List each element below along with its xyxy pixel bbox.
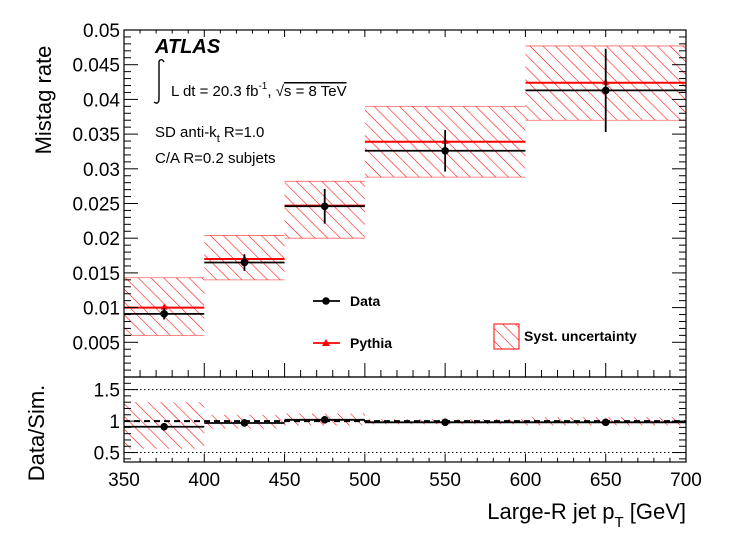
sqrt-s-text: s = 8 TeV bbox=[284, 83, 347, 100]
main-ytick-label-7: 0.04 bbox=[83, 90, 120, 111]
x-axis-title: Large-R jet pT [GeV] bbox=[487, 499, 686, 531]
xtick-label-0: 350 bbox=[108, 470, 140, 491]
lumi-label: L dt = 20.3 fb-1, √s = 8 TeV bbox=[153, 59, 347, 104]
jet-algo-label: SD anti-kt R=1.0 bbox=[155, 124, 264, 145]
data-point-2 bbox=[320, 202, 329, 211]
ratio-ytick-label-1: 1 bbox=[109, 412, 120, 433]
jet-algo-text: SD anti-k bbox=[155, 124, 217, 141]
ratio-point-1 bbox=[240, 419, 249, 427]
main-ytick-label-6: 0.035 bbox=[72, 125, 120, 146]
ratio-syst-bands bbox=[124, 402, 686, 449]
data-point-1 bbox=[240, 258, 249, 267]
jet-algo-sub: t bbox=[217, 133, 220, 145]
lumi-text: L dt = 20.3 fb bbox=[171, 83, 258, 100]
main-y-title: Mistag rate bbox=[31, 46, 56, 155]
data-point-3 bbox=[441, 146, 449, 155]
atlas-label: ATLAS bbox=[154, 36, 221, 58]
integral-sign-icon bbox=[153, 59, 165, 104]
legend-data-marker bbox=[322, 297, 330, 305]
lumi-exponent: -1 bbox=[258, 81, 267, 92]
legend: Data Pythia Syst. uncertainty bbox=[313, 293, 637, 351]
legend-pythia-marker bbox=[322, 339, 330, 346]
xtick-label-3: 500 bbox=[349, 470, 381, 491]
xtick-label-2: 450 bbox=[269, 470, 301, 491]
ratio-point-0 bbox=[160, 422, 168, 431]
ratio-y-title: Data/Sim. bbox=[24, 385, 49, 482]
main-ytick-label-1: 0.01 bbox=[83, 299, 120, 320]
main-ytick-label-3: 0.02 bbox=[83, 229, 120, 250]
ratio-frame bbox=[123, 376, 687, 463]
data-series bbox=[124, 48, 686, 320]
xtick-label-5: 600 bbox=[510, 470, 542, 491]
ratio-point-4 bbox=[601, 418, 610, 427]
main-y-axis: 0.005 0.01 0.015 0.02 0.025 0.03 0.035 0.04 0.04… bbox=[72, 21, 686, 378]
legend-syst-label: Syst. uncertainty bbox=[524, 328, 637, 344]
ratio-ytick-label-2: 1.5 bbox=[94, 381, 120, 402]
main-ytick-label-8: 0.045 bbox=[72, 56, 120, 77]
main-ytick-label-0: 0.005 bbox=[72, 333, 120, 354]
xtick-label-6: 650 bbox=[590, 470, 622, 491]
x-axis: 350 400 450 500 550 600 650 700 bbox=[108, 30, 702, 491]
main-ytick-label-4: 0.025 bbox=[72, 195, 120, 216]
legend-pythia-label: Pythia bbox=[350, 335, 392, 351]
data-point-4 bbox=[601, 86, 610, 95]
ratio-y-axis: 0.5 1 1.5 bbox=[94, 376, 686, 465]
x-title-main: Large-R jet p bbox=[487, 499, 614, 524]
legend-data-label: Data bbox=[350, 293, 381, 309]
data-point-0 bbox=[160, 310, 168, 318]
svg-text:L dt = 20.3 fb-1, √s = 8 TeV: L dt = 20.3 fb-1, √s = 8 TeV bbox=[171, 81, 347, 100]
xtick-label-7: 700 bbox=[670, 470, 702, 491]
x-title-sub: T bbox=[614, 514, 623, 531]
ratio-point-3 bbox=[441, 418, 449, 427]
pythia-marker-0 bbox=[160, 303, 168, 310]
sqrt-icon: √ bbox=[276, 83, 285, 100]
legend-syst-swatch bbox=[493, 323, 520, 350]
xtick-label-1: 400 bbox=[188, 470, 220, 491]
subjet-label: C/A R=0.2 subjets bbox=[155, 150, 275, 167]
xtick-label-4: 550 bbox=[429, 470, 461, 491]
x-title-unit: [GeV] bbox=[624, 499, 686, 524]
ratio-point-2 bbox=[320, 416, 329, 424]
main-ytick-label-9: 0.05 bbox=[83, 21, 120, 42]
main-ytick-label-2: 0.015 bbox=[72, 264, 120, 285]
ratio-series bbox=[124, 416, 686, 431]
lumi-sep: , bbox=[267, 83, 275, 100]
jet-algo-radius: R=1.0 bbox=[220, 124, 265, 141]
main-ytick-label-5: 0.03 bbox=[83, 160, 120, 181]
ratio-ytick-label-0: 0.5 bbox=[94, 444, 120, 465]
